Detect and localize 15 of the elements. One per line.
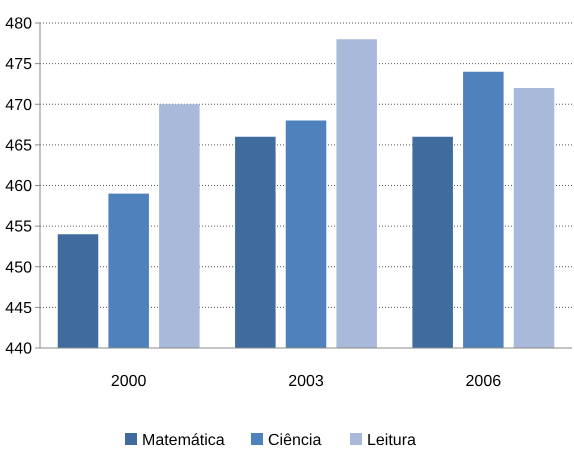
legend-label: Leitura <box>367 432 416 449</box>
legend-label: Matemática <box>142 432 225 449</box>
x-tick-label: 2000 <box>110 373 147 390</box>
y-tick-label: 440 <box>5 340 32 358</box>
x-tick-label: 2003 <box>288 373 324 390</box>
y-tick-label: 450 <box>5 259 32 276</box>
y-tick-label: 455 <box>5 218 32 236</box>
x-tick-label: 2006 <box>466 373 502 390</box>
y-tick-label: 470 <box>5 96 32 114</box>
y-tick-label: 445 <box>5 300 32 317</box>
legend-label: Ciência <box>268 432 322 449</box>
y-tick-label: 480 <box>5 16 32 33</box>
y-tick-label: 460 <box>5 178 32 196</box>
y-tick-label: 465 <box>5 137 32 154</box>
y-tick-label: 475 <box>5 56 32 74</box>
